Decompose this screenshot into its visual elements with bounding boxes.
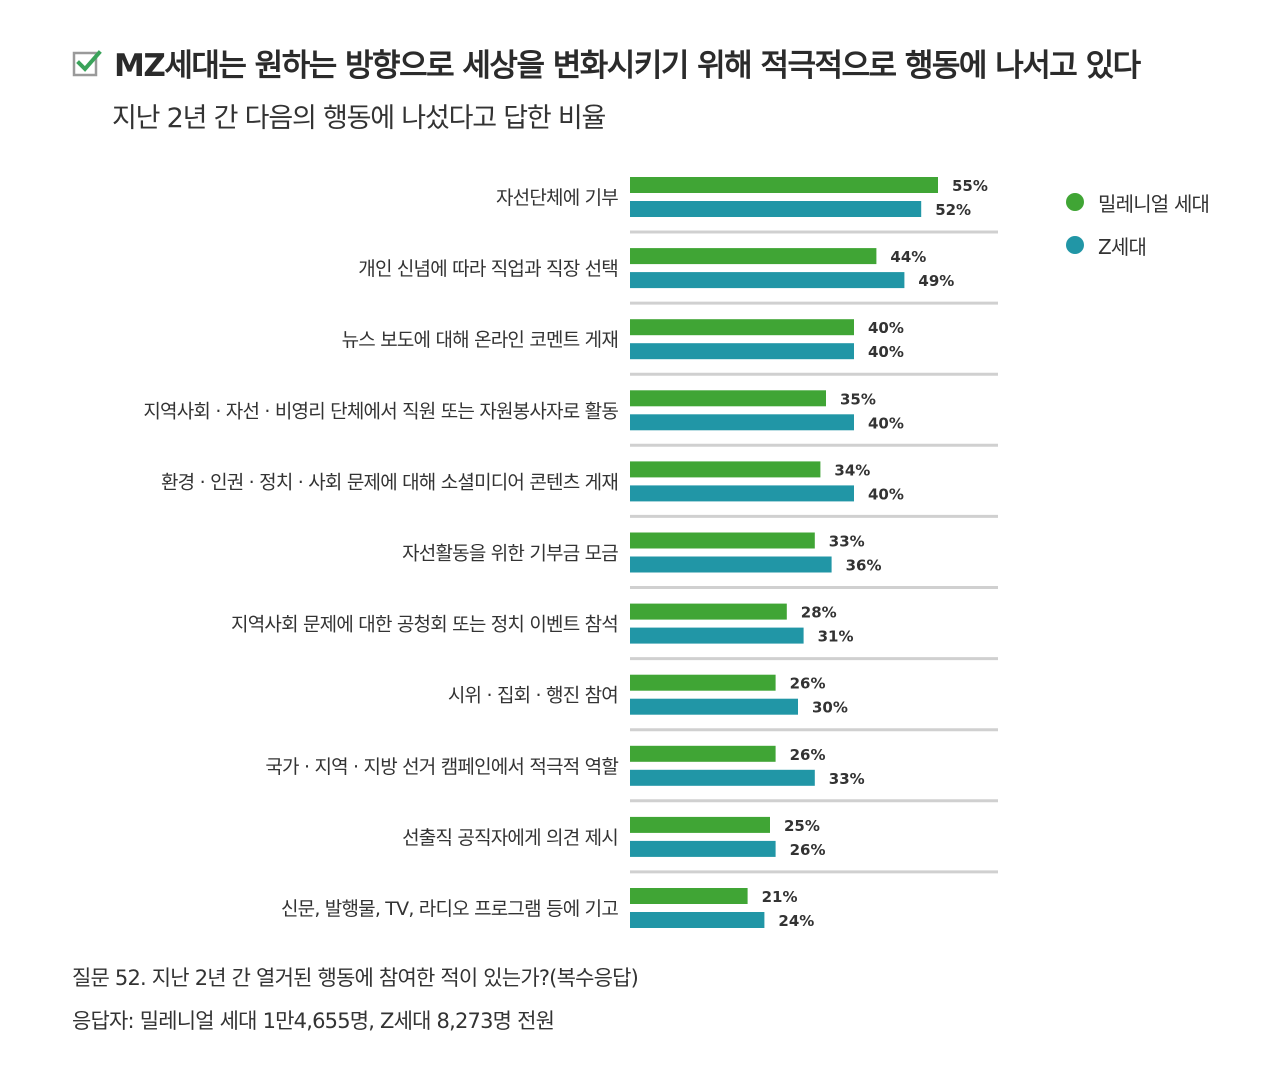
data-label-millennial: 25% [784,817,820,835]
bar-millennial [630,532,815,549]
category-label: 시위 · 집회 · 행진 참여 [448,685,618,707]
category-label: 국가 · 지역 · 지방 선거 캠페인에서 적극적 역할 [265,756,618,778]
bar-millennial [630,248,877,265]
data-label-genz: 30% [812,699,848,717]
data-label-millennial: 35% [840,390,876,408]
data-label-genz: 49% [918,272,954,290]
data-label-millennial: 26% [790,746,826,764]
bar-millennial [630,816,770,833]
footnote-respondents: 응답자: 밀레니얼 세대 1만4,655명, Z세대 8,273명 전원 [72,1009,555,1033]
bar-genz [630,698,798,715]
bar-millennial [630,674,776,691]
bar-millennial [630,461,821,478]
legend: 밀레니얼 세대 Z세대 [1066,190,1210,276]
data-label-genz: 40% [868,485,904,503]
data-label-millennial: 44% [890,248,926,266]
data-label-genz: 40% [868,414,904,432]
bar-genz [630,201,922,217]
bar-millennial [630,319,854,336]
data-label-genz: 33% [829,770,865,788]
data-label-millennial: 40% [868,319,904,337]
page-title: MZ세대는 원하는 방향으로 세상을 변화시키기 위해 적극적으로 행동에 나서… [114,48,1141,84]
data-label-genz: 26% [790,841,826,859]
category-label: 지역사회 · 자선 · 비영리 단체에서 직원 또는 자원봉사자로 활동 [143,400,618,422]
bar-genz [630,556,832,573]
page-subtitle: 지난 2년 간 다음의 행동에 나섰다고 답한 비율 [112,103,606,134]
bar-genz [630,912,765,928]
bar-millennial [630,177,938,193]
legend-label-millennial: 밀레니얼 세대 [1098,191,1210,216]
data-label-genz: 31% [818,628,854,646]
category-label: 지역사회 문제에 대한 공청회 또는 정치 이벤트 참석 [231,614,618,636]
bar-genz [630,414,854,431]
bar-genz [630,272,905,289]
data-label-genz: 40% [868,343,904,361]
data-label-millennial: 55% [952,177,988,195]
data-label-millennial: 28% [801,604,837,622]
checkbox-checked-icon [72,49,102,76]
data-label-genz: 24% [778,912,814,930]
category-label: 환경 · 인권 · 정치 · 사회 문제에 대해 소셜미디어 콘텐츠 게재 [161,471,618,493]
category-label: 개인 신념에 따라 직업과 직장 선택 [358,258,618,280]
legend-item-genz: Z세대 [1066,233,1209,259]
data-label-genz: 52% [935,201,971,219]
bar-genz [630,485,854,502]
category-label: 선출직 공직자에게 의견 제시 [402,827,618,849]
bar-genz [630,627,804,644]
legend-item-millennial: 밀레니얼 세대 [1066,190,1210,216]
bar-genz [630,769,815,786]
category-label: 뉴스 보도에 대해 온라인 코멘트 게재 [342,329,618,351]
data-label-millennial: 21% [762,888,798,906]
footnote-question: 질문 52. 지난 2년 간 열거된 행동에 참여한 적이 있는가?(복수응답) [72,966,639,990]
legend-label-genz: Z세대 [1098,234,1147,259]
category-label: 신문, 발행물, TV, 라디오 프로그램 등에 기고 [281,898,618,920]
category-label: 자선활동을 위한 기부금 모금 [402,543,618,565]
legend-dot-genz [1066,236,1084,254]
data-label-millennial: 34% [834,461,870,479]
title-row: MZ세대는 원하는 방향으로 세상을 변화시키기 위해 적극적으로 행동에 나서… [72,40,1141,85]
data-label-millennial: 33% [829,533,865,551]
header: MZ세대는 원하는 방향으로 세상을 변화시키기 위해 적극적으로 행동에 나서… [72,40,1141,85]
bar-millennial [630,888,748,904]
bar-genz [630,343,854,360]
bar-genz [630,840,776,857]
legend-dot-millennial [1066,193,1084,211]
bar-millennial [630,390,826,407]
category-label: 자선단체에 기부 [496,187,618,209]
data-label-millennial: 26% [790,675,826,693]
bar-millennial [630,603,787,620]
bar-millennial [630,745,776,762]
data-label-genz: 36% [846,557,882,575]
